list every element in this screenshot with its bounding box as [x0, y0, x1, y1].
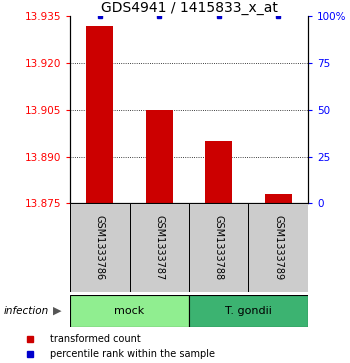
Bar	[146, 110, 173, 203]
Title: GDS4941 / 1415833_x_at: GDS4941 / 1415833_x_at	[100, 1, 278, 15]
Bar	[205, 141, 232, 203]
Bar	[265, 194, 292, 203]
Bar	[130, 203, 189, 292]
Text: transformed count: transformed count	[50, 334, 140, 344]
Bar	[86, 26, 113, 203]
Text: GSM1333787: GSM1333787	[154, 215, 164, 280]
Text: ▶: ▶	[53, 306, 61, 316]
Text: GSM1333789: GSM1333789	[273, 215, 283, 280]
Bar	[70, 203, 130, 292]
Text: T. gondii: T. gondii	[225, 306, 272, 316]
Bar	[189, 203, 248, 292]
Text: infection: infection	[4, 306, 49, 316]
Text: percentile rank within the sample: percentile rank within the sample	[50, 349, 215, 359]
Bar	[189, 295, 308, 327]
Bar	[248, 203, 308, 292]
Text: GSM1333788: GSM1333788	[214, 215, 224, 280]
Bar	[70, 295, 189, 327]
Text: GSM1333786: GSM1333786	[95, 215, 105, 280]
Text: mock: mock	[114, 306, 145, 316]
